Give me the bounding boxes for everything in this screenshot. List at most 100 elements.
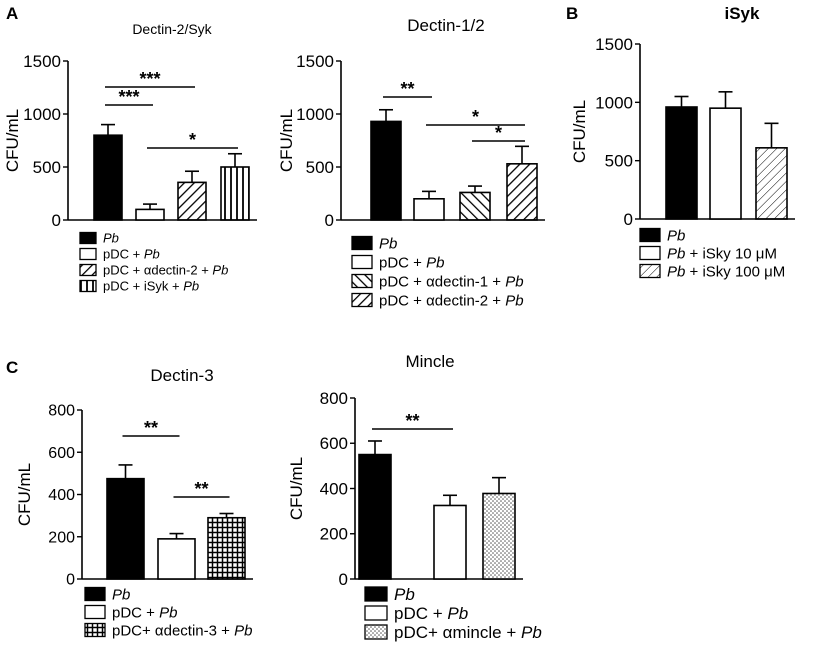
y-tick-label: 400 [320,479,348,498]
legend-label: Pb [112,586,130,603]
legend-label: pDC + αdectin-2 + Pb [103,263,228,278]
bar-3 [177,181,207,221]
legend-swatch [84,622,106,638]
legend-text-italic: Pb [426,254,444,271]
chart-dectin2-syk: Dectin-2/SykCFU/mL050010001500*******Pbp… [3,21,257,294]
bar-2 [157,538,196,580]
y-tick-label: 500 [605,152,633,171]
y-axis-label: CFU/mL [287,457,306,520]
legend-label: pDC+ αdectin-3 + Pb [112,622,252,639]
legend-text-italic: Pb [234,622,252,639]
legend-text-italic: Pb [394,585,415,604]
bar-1 [370,120,402,221]
bar-3 [482,492,516,580]
legend-label: Pb [379,235,397,252]
bar-1 [106,477,145,580]
legend-swatch [351,235,373,251]
legend-text: + iSky 10 μM [685,245,777,262]
legend-text: pDC + iSyk + [103,279,183,294]
chart-title: Dectin-1/2 [407,16,484,35]
legend-swatch [639,227,661,243]
legend-swatch [79,263,97,277]
legend-text: pDC + αdectin-2 + [103,263,212,278]
bar-2 [433,504,467,580]
significance-label: ** [405,411,419,431]
legend-label: pDC + iSyk + Pb [103,279,199,294]
chart-title: iSyk [725,4,761,23]
y-tick-label: 500 [33,158,61,177]
legend-label: pDC + Pb [379,254,444,271]
y-tick-label: 1000 [595,93,633,112]
significance-label: ** [194,479,208,499]
bar-4 [506,163,538,221]
legend-label: pDC + Pb [103,247,160,262]
bar-1 [358,453,392,580]
legend-text: + iSky 100 μM [685,263,785,280]
legend-label: pDC + αdectin-2 + Pb [379,292,524,309]
bar-1 [93,134,123,221]
y-axis-label: CFU/mL [3,109,22,172]
panel-label-a: A [6,4,18,23]
legend-text-italic: Pb [505,273,523,290]
legend-text-italic: Pb [379,235,397,252]
bar-2 [709,107,742,220]
legend-swatch [84,586,106,602]
panel-label-c: C [6,358,18,377]
legend-text-italic: Pb [103,231,119,246]
legend-text-italic: Pb [144,247,160,262]
legend-label: pDC + αdectin-1 + Pb [379,273,524,290]
legend-label: pDC + Pb [112,604,177,621]
y-tick-label: 800 [48,403,75,420]
legend-text: pDC + αdectin-2 + [379,292,505,309]
legend-text-italic: Pb [667,263,685,280]
significance-label: * [472,107,479,127]
legend-swatch [364,605,388,621]
y-tick-label: 400 [48,487,75,504]
y-tick-label: 1500 [595,35,633,54]
legend-label: Pb [667,227,685,244]
bar-2 [413,198,445,221]
y-tick-label: 600 [48,445,75,462]
bar-2 [135,208,165,221]
legend-text-italic: Pb [505,292,523,309]
legend-text: pDC+ αmincle + [394,623,521,642]
legend-text-italic: Pb [183,279,199,294]
legend-text-italic: Pb [212,263,228,278]
legend-text-italic: Pb [667,227,685,244]
significance-label: ** [144,418,158,438]
y-tick-label: 0 [52,211,61,230]
legend-text-italic: Pb [667,245,685,262]
legend-text-italic: Pb [521,623,542,642]
legend-swatch [351,292,373,308]
legend-label: pDC+ αmincle + Pb [394,623,542,642]
y-tick-label: 0 [339,570,348,589]
y-axis-label: CFU/mL [277,109,296,172]
y-tick-label: 500 [306,158,334,177]
panel-label-b: B [566,4,578,23]
legend-swatch [351,254,373,270]
significance-label: *** [118,87,139,107]
bar-4 [220,166,250,221]
y-tick-label: 800 [320,389,348,408]
legend-label: pDC + Pb [394,604,468,623]
y-tick-label: 0 [624,210,633,229]
y-tick-label: 1000 [23,105,61,124]
legend-label: Pb [394,585,415,604]
legend-text-italic: Pb [447,604,468,623]
legend-swatch [639,263,661,279]
y-tick-label: 1500 [296,52,334,71]
bar-3 [755,147,788,220]
y-tick-label: 0 [66,572,75,589]
chart-title: Dectin-3 [150,366,213,385]
legend-swatch [639,245,661,261]
legend-swatch [79,247,97,261]
legend-swatch [84,604,106,620]
significance-label: *** [139,69,160,89]
legend-text-italic: Pb [112,586,130,603]
y-tick-label: 1500 [23,52,61,71]
